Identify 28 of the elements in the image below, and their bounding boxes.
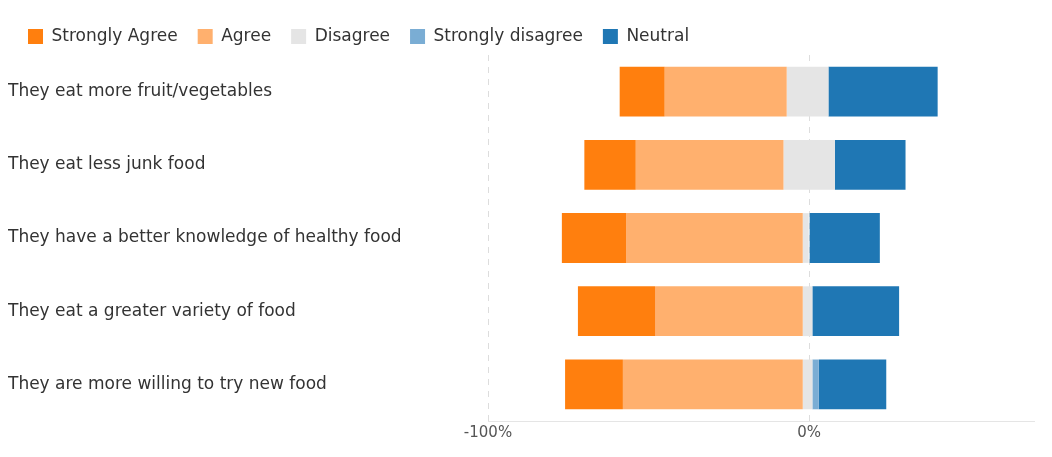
bar [584, 139, 636, 190]
x-tick-label: 0% [797, 422, 822, 441]
legend-label: Strongly Agree [51, 24, 178, 45]
y-tick-label: They eat less junk food [7, 153, 206, 174]
y-tick-label: They are more willing to try new food [7, 372, 327, 393]
x-tick-label: -100% [463, 422, 513, 441]
bar [828, 66, 938, 117]
legend-label: Neutral [626, 24, 690, 45]
bar [809, 213, 880, 263]
y-tick-label: They have a better knowledge of healthy food [7, 226, 402, 247]
bar [561, 213, 627, 263]
bar [834, 139, 906, 190]
bar [577, 286, 656, 337]
bar [622, 359, 803, 410]
legend-label: Agree [221, 24, 272, 45]
bar [664, 66, 787, 117]
bar [812, 359, 819, 410]
legend-label: Disagree [314, 24, 391, 45]
bar [818, 359, 887, 410]
bar [635, 139, 784, 190]
legend-label: Strongly disagree [433, 24, 583, 45]
bar [565, 359, 623, 410]
y-tick-label: They eat a greater variety of food [7, 299, 296, 320]
bar [619, 66, 665, 117]
y-tick-label: They eat more fruit/vegetables [7, 80, 273, 101]
bar [655, 286, 803, 337]
bar [626, 213, 803, 263]
bar [812, 286, 900, 337]
